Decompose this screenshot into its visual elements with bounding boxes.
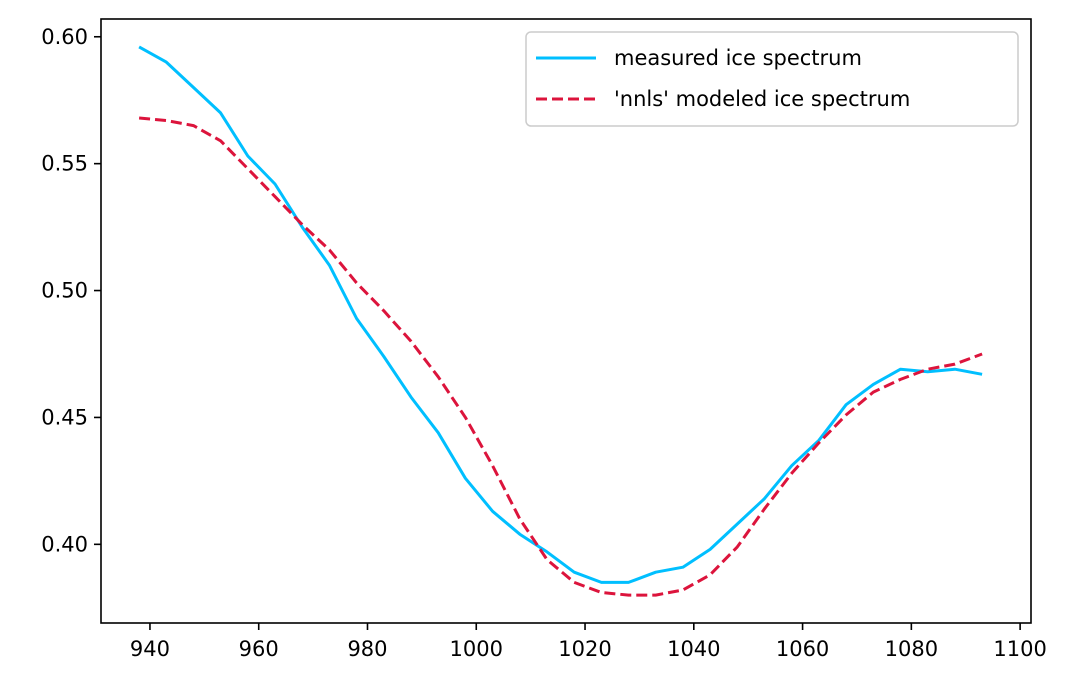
data-point <box>246 167 249 170</box>
data-point <box>518 517 521 520</box>
data-point <box>627 594 630 597</box>
data-point <box>355 281 358 284</box>
legend-label-measured: measured ice spectrum <box>614 46 862 70</box>
data-point <box>926 370 929 373</box>
x-axis: 940 960 980 1000 1020 1040 1060 1080 1100 <box>130 623 1047 661</box>
data-point <box>464 477 467 480</box>
data-point <box>301 223 304 226</box>
y-tick-label: 0.45 <box>41 405 88 429</box>
data-point <box>681 566 684 569</box>
series-layer <box>138 45 984 597</box>
data-point <box>355 317 358 320</box>
x-tick-label: 940 <box>130 637 170 661</box>
data-point <box>627 581 630 584</box>
data-point <box>654 571 657 574</box>
data-point <box>246 155 249 158</box>
x-tick-label: 1040 <box>667 637 720 661</box>
y-tick-label: 0.50 <box>41 279 88 303</box>
legend-label-modeled: 'nnls' modeled ice spectrum <box>614 87 910 111</box>
data-point <box>736 523 739 526</box>
data-point <box>817 441 820 444</box>
data-point <box>274 183 277 186</box>
x-tick-label: 1080 <box>885 637 938 661</box>
data-point <box>600 581 603 584</box>
data-point <box>219 111 222 114</box>
data-point <box>573 571 576 574</box>
data-point <box>600 591 603 594</box>
y-axis: 0.40 0.45 0.50 0.55 0.60 <box>41 25 101 556</box>
data-point <box>709 548 712 551</box>
series-line-measured <box>138 45 983 584</box>
data-point <box>763 497 766 500</box>
data-point <box>736 545 739 548</box>
y-tick-label: 0.60 <box>41 25 88 49</box>
y-tick-label: 0.40 <box>41 532 88 556</box>
x-tick-label: 1100 <box>993 637 1046 661</box>
data-point <box>790 464 793 467</box>
data-point <box>926 368 929 371</box>
x-tick-label: 960 <box>239 637 279 661</box>
data-point <box>464 416 467 419</box>
data-point <box>491 464 494 467</box>
data-point <box>165 119 168 122</box>
data-point <box>573 581 576 584</box>
data-point <box>981 373 984 376</box>
data-point <box>845 403 848 406</box>
data-point <box>872 391 875 394</box>
x-tick-label: 1020 <box>558 637 611 661</box>
data-point <box>219 139 222 142</box>
data-point <box>328 264 331 267</box>
data-point <box>546 558 549 561</box>
data-point <box>845 413 848 416</box>
data-point <box>138 45 141 48</box>
data-point <box>382 309 385 312</box>
plot-frame <box>100 18 1032 624</box>
data-point <box>981 353 984 356</box>
x-tick-label: 1060 <box>776 637 829 661</box>
data-point <box>953 368 956 371</box>
legend-frame <box>525 31 1019 127</box>
legend: measured ice spectrum 'nnls' modeled ice… <box>525 31 1019 127</box>
data-point <box>899 378 902 381</box>
data-point <box>899 368 902 371</box>
data-point <box>192 86 195 89</box>
data-point <box>654 594 657 597</box>
data-point <box>872 383 875 386</box>
data-point <box>328 248 331 251</box>
data-point <box>491 510 494 513</box>
x-tick-label: 980 <box>347 637 387 661</box>
data-point <box>437 375 440 378</box>
data-point <box>382 355 385 358</box>
data-point <box>681 589 684 592</box>
data-point <box>410 340 413 343</box>
data-point <box>138 117 141 120</box>
data-point <box>274 195 277 198</box>
data-point <box>518 533 521 536</box>
data-point <box>437 431 440 434</box>
y-tick-label: 0.55 <box>41 152 88 176</box>
data-point <box>546 550 549 553</box>
data-point <box>953 363 956 366</box>
data-point <box>763 507 766 510</box>
data-point <box>165 61 168 64</box>
data-point <box>410 396 413 399</box>
data-point <box>709 573 712 576</box>
data-point <box>192 124 195 127</box>
data-point <box>790 472 793 475</box>
x-tick-label: 1000 <box>450 637 503 661</box>
series-line-modeled <box>138 116 983 597</box>
